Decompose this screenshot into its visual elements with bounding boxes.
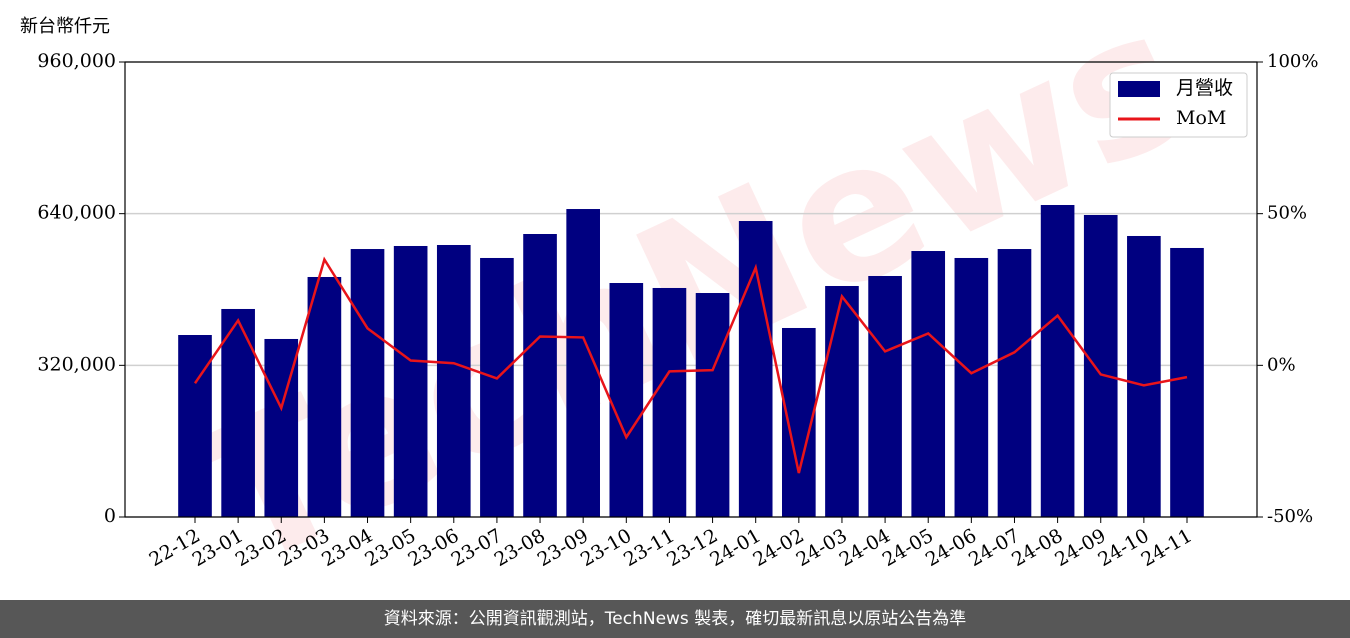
legend-swatch bbox=[1118, 81, 1160, 97]
bar bbox=[307, 276, 342, 517]
y-tick-label: 320,000 bbox=[37, 353, 116, 375]
y-axis-label: 新台幣仟元 bbox=[20, 16, 110, 37]
bar bbox=[436, 244, 471, 518]
bar bbox=[480, 257, 514, 517]
bar bbox=[825, 285, 859, 517]
bar bbox=[350, 249, 385, 517]
y2-tick-label: -50% bbox=[1267, 506, 1313, 527]
x-tick-label: 24-11 bbox=[1138, 525, 1196, 571]
legend-label: 月營收 bbox=[1176, 77, 1233, 99]
bar bbox=[393, 245, 428, 517]
bar bbox=[523, 233, 557, 517]
plot-frame bbox=[124, 61, 1258, 518]
y-tick-label: 640,000 bbox=[37, 202, 116, 224]
bar bbox=[911, 251, 946, 517]
bar bbox=[1083, 214, 1118, 517]
footer-text: 資料來源：公開資訊觀測站，TechNews 製表，確切最新訊息以原站公告為準 bbox=[384, 609, 966, 629]
bar bbox=[1170, 247, 1204, 517]
bar bbox=[1040, 204, 1075, 517]
bar bbox=[868, 275, 902, 517]
legend-label: MoM bbox=[1176, 107, 1226, 129]
bar bbox=[954, 257, 989, 517]
bar bbox=[1127, 235, 1161, 517]
y2-tick-label: 0% bbox=[1267, 354, 1296, 375]
bar bbox=[178, 335, 212, 517]
footer-bar bbox=[0, 600, 1350, 638]
y2-tick-label: 50% bbox=[1267, 203, 1307, 224]
y-tick-label: 960,000 bbox=[37, 50, 116, 72]
bar bbox=[652, 287, 687, 517]
y-tick-label: 0 bbox=[104, 505, 116, 527]
line bbox=[193, 256, 1188, 474]
y2-tick-label: 100% bbox=[1267, 51, 1318, 72]
bar bbox=[695, 293, 730, 517]
bar bbox=[997, 249, 1032, 517]
bar bbox=[609, 283, 644, 517]
bar bbox=[221, 308, 255, 517]
